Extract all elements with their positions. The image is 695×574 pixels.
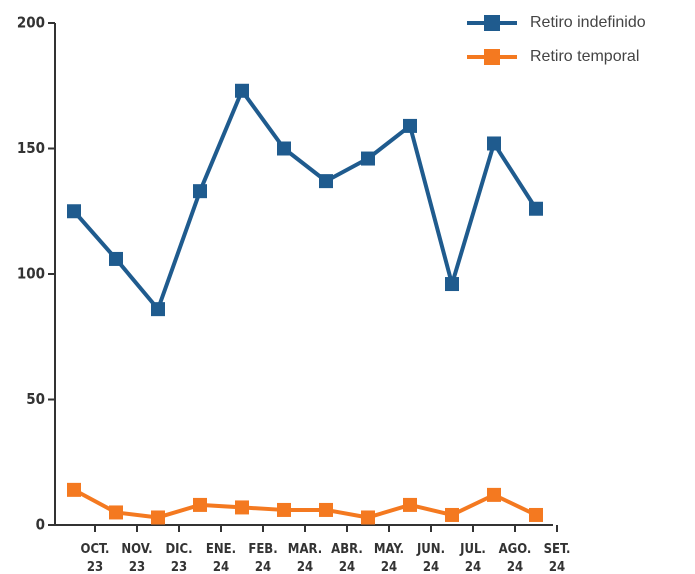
x-tick-label-line: ABR.: [331, 542, 363, 557]
x-tick-label-line: JUN.: [416, 542, 445, 557]
point-marker: [193, 497, 207, 512]
x-tick-label-line: 23: [171, 560, 187, 574]
y-tick-label: 150: [17, 139, 45, 157]
x-tick-label: FEB. 24: [248, 542, 277, 574]
point-marker: [151, 302, 165, 317]
point-marker: [277, 502, 291, 517]
x-tick-label: JUN. 24: [416, 542, 445, 574]
x-tick-label: MAR. 24: [288, 542, 322, 574]
x-tick-label: ENE. 24: [206, 542, 236, 574]
x-tick-label-line: 23: [87, 560, 103, 574]
x-tick-label-line: 24: [465, 560, 481, 574]
x-tick-label-line: 23: [129, 560, 145, 574]
x-tick-label-line: 24: [339, 560, 355, 574]
x-tick-label-line: 24: [255, 560, 271, 574]
y-tick-label: 0: [36, 516, 45, 534]
x-tick-label: JUL. 24: [459, 542, 486, 574]
point-marker: [235, 500, 249, 515]
x-tick-label-line: DIC.: [165, 542, 192, 557]
point-marker: [361, 510, 375, 525]
x-tick-label: MAY. 24: [374, 542, 404, 574]
x-tick-label-line: 24: [549, 560, 565, 574]
point-marker: [67, 204, 81, 219]
point-marker: [193, 184, 207, 199]
x-tick-label-line: 24: [381, 560, 397, 574]
legend-marker: [484, 15, 500, 31]
point-marker: [319, 174, 333, 189]
point-marker: [319, 502, 333, 517]
x-tick-label-line: ENE.: [206, 542, 236, 557]
point-marker: [487, 487, 501, 502]
series-line: [73, 488, 537, 520]
point-marker: [109, 505, 123, 520]
y-tick-label: 100: [17, 265, 45, 283]
legend-marker: [484, 49, 500, 65]
y-tick-label: 50: [26, 390, 45, 408]
legend-label: Retiro temporal: [530, 48, 639, 65]
x-tick-label-line: MAY.: [374, 542, 404, 557]
x-tick-label: DIC. 23: [165, 542, 192, 574]
x-tick-label: AGO. 24: [499, 542, 532, 574]
x-tick-label-line: AGO.: [499, 542, 532, 557]
point-marker: [109, 251, 123, 266]
x-tick-label-line: 24: [213, 560, 229, 574]
point-marker: [529, 201, 543, 216]
x-tick-label: OCT. 23: [81, 542, 110, 574]
x-tick-label-line: 24: [507, 560, 523, 574]
x-tick-label-line: OCT.: [81, 542, 110, 557]
point-marker: [487, 136, 501, 151]
x-tick-label-line: 24: [423, 560, 439, 574]
point-marker: [403, 118, 417, 133]
x-tick-label: SET. 24: [544, 542, 571, 574]
x-tick-label-line: SET.: [544, 542, 571, 557]
series-line: [72, 88, 538, 312]
point-marker: [67, 482, 81, 497]
point-marker: [403, 497, 417, 512]
point-marker: [361, 151, 375, 166]
x-tick-label-line: MAR.: [288, 542, 322, 557]
point-marker: [235, 83, 249, 98]
legend-label: Retiro indefinido: [530, 14, 646, 31]
point-marker: [445, 277, 459, 292]
x-tick-label: NOV. 23: [121, 542, 152, 574]
point-marker: [151, 510, 165, 525]
point-marker: [445, 507, 459, 522]
x-tick-label: ABR. 24: [331, 542, 363, 574]
y-tick-label: 200: [17, 14, 45, 32]
x-tick-label-line: FEB.: [248, 542, 277, 557]
x-tick-label-line: 24: [297, 560, 313, 574]
x-tick-label-line: JUL.: [459, 542, 486, 557]
x-tick-label-line: NOV.: [121, 542, 152, 557]
point-marker: [529, 507, 543, 522]
point-marker: [277, 141, 291, 156]
